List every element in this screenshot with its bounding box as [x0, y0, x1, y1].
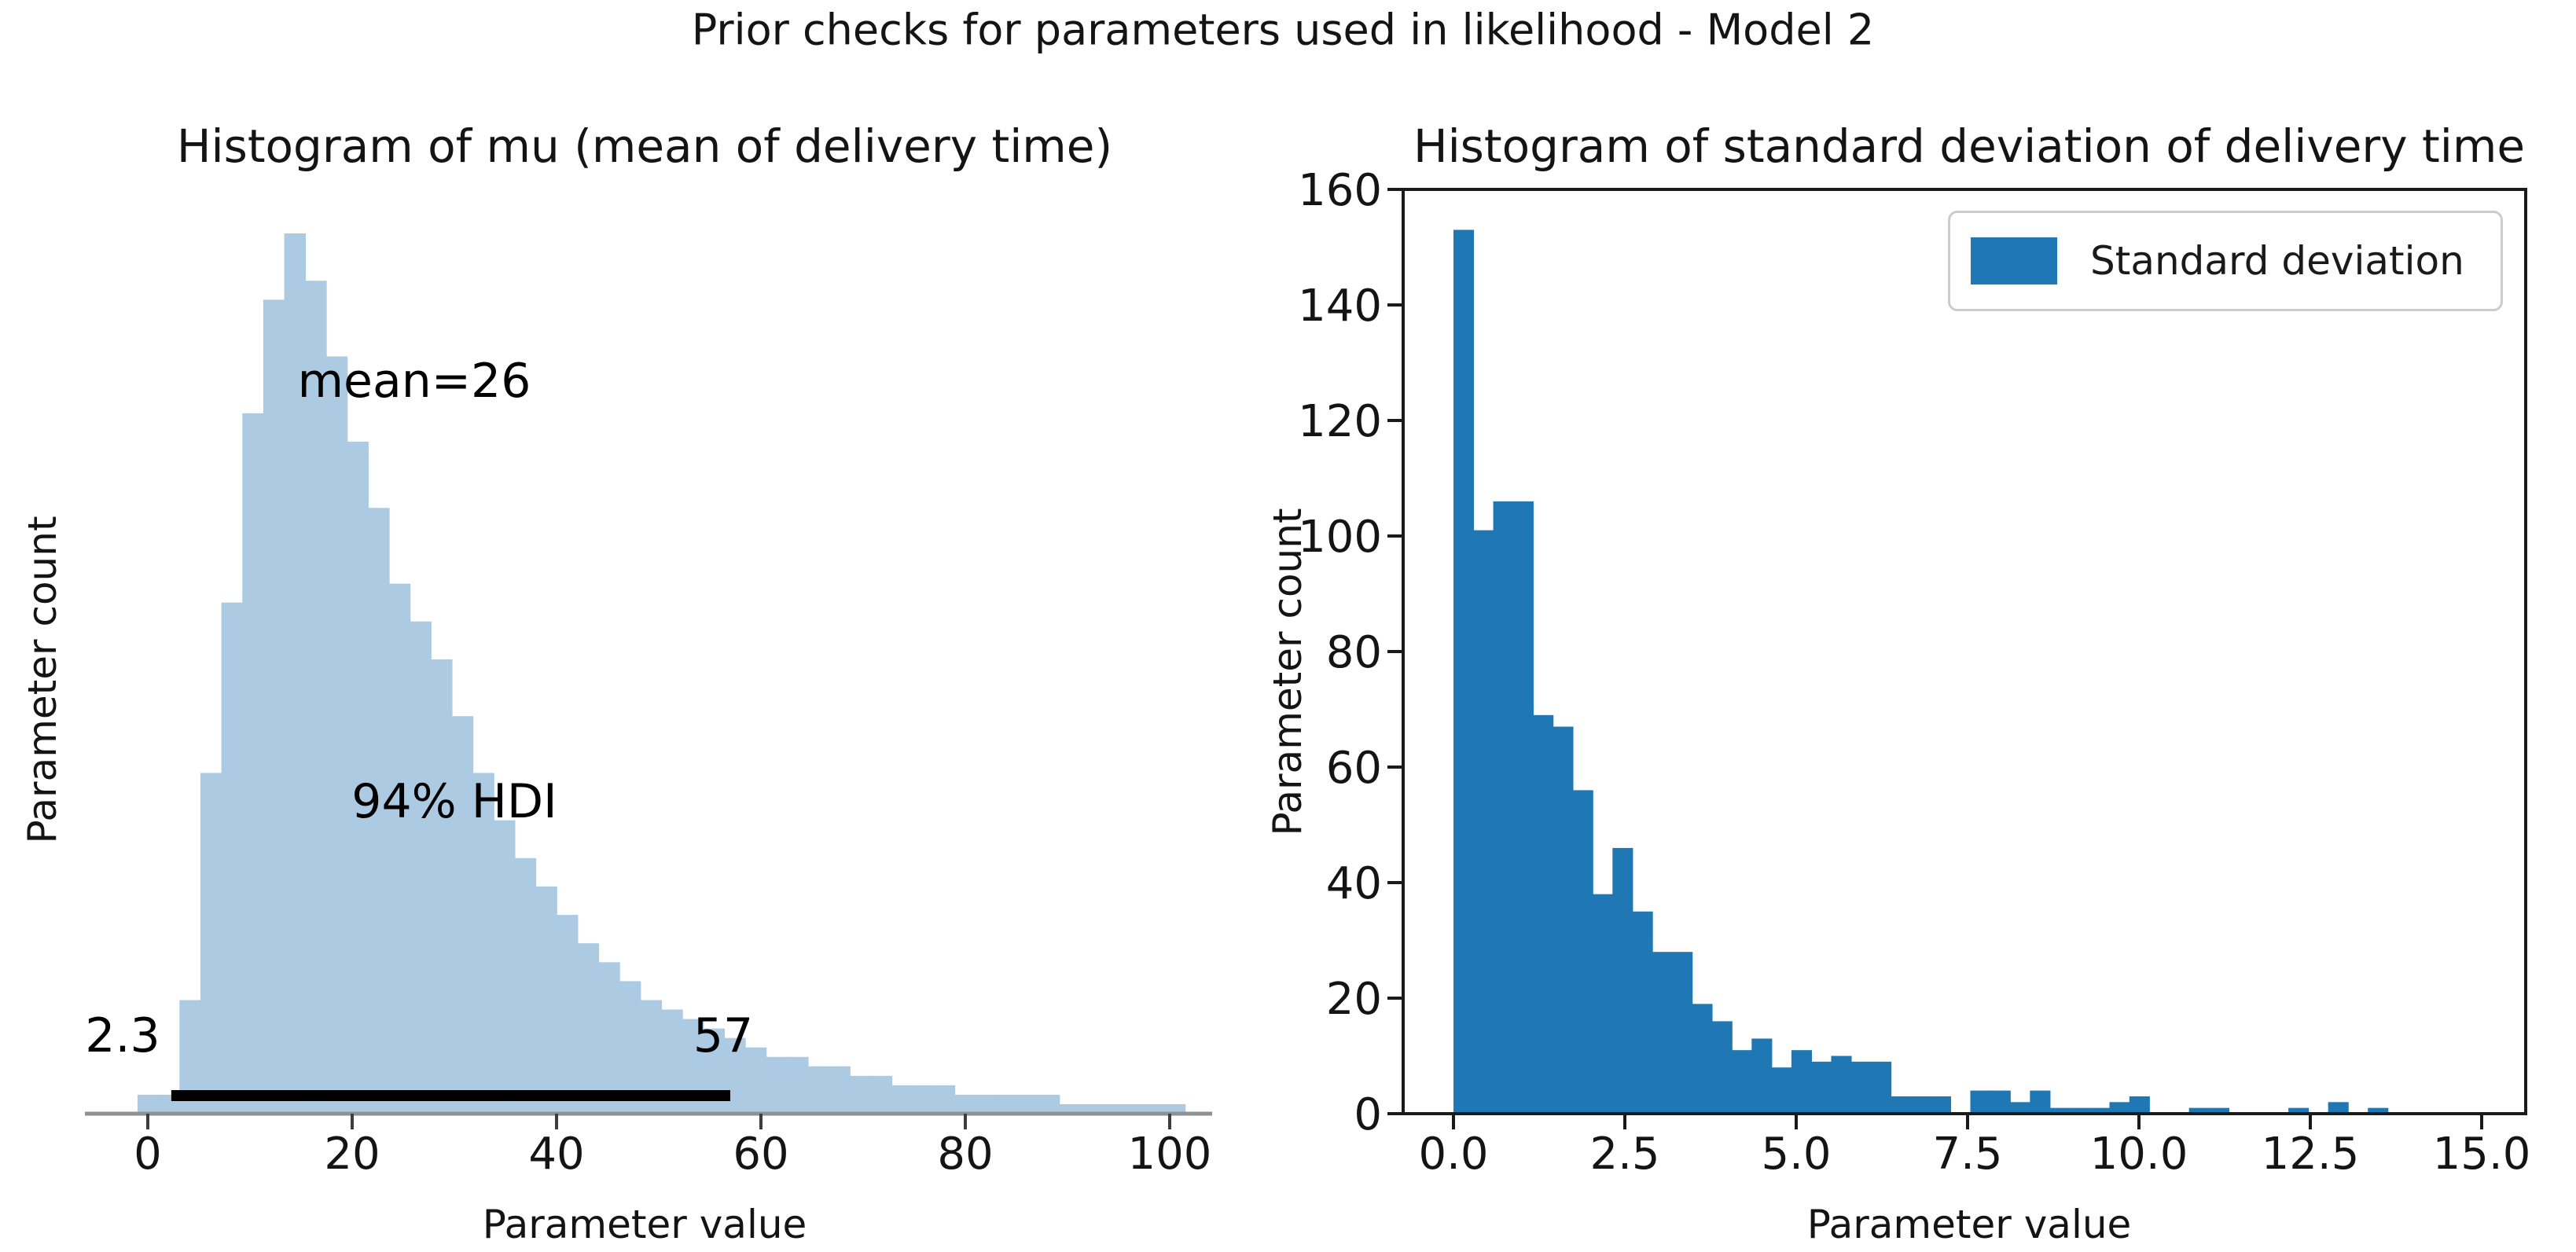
- legend-label: Standard deviation: [2090, 238, 2464, 284]
- right-y-tick-label: 80: [1326, 627, 1382, 678]
- right-x-tick-label: 12.5: [2262, 1129, 2360, 1180]
- right-x-ticks: 0.0 2.5 5.0 7.5 10.0 12.5 15.0: [1418, 1114, 2530, 1180]
- legend-color-swatch: [1971, 237, 2057, 285]
- right-y-tick-label: 120: [1298, 396, 1382, 447]
- right-histogram-bars: [1453, 229, 2389, 1114]
- left-y-axis-label: Parameter count: [20, 516, 65, 844]
- left-x-tick-label: 80: [937, 1129, 993, 1180]
- right-x-tick-label: 7.5: [1932, 1129, 2002, 1180]
- right-y-tick-label: 140: [1298, 281, 1382, 332]
- right-plot-title: Histogram of standard deviation of deliv…: [1413, 119, 2526, 173]
- right-x-tick-label: 2.5: [1589, 1129, 1659, 1180]
- figure-suptitle: Prior checks for parameters used in like…: [691, 5, 1875, 55]
- hdi-low-value: 2.3: [85, 1008, 160, 1063]
- right-x-axis-label: Parameter value: [1806, 1202, 2132, 1247]
- right-x-tick-label: 15.0: [2433, 1129, 2531, 1180]
- right-y-tick-label: 60: [1326, 743, 1382, 794]
- right-y-axis-label: Parameter count: [1265, 508, 1310, 836]
- right-x-tick-label: 10.0: [2090, 1129, 2188, 1180]
- right-y-tick-label: 20: [1326, 974, 1382, 1025]
- right-y-tick-label: 100: [1298, 512, 1382, 563]
- right-y-tick-label: 40: [1326, 858, 1382, 909]
- left-histogram: 0 20 40 60 80 100: [85, 233, 1212, 1180]
- left-x-axis-label: Parameter value: [482, 1202, 807, 1247]
- right-histogram: 0.0 2.5 5.0 7.5 10.0 12.5 15.0 0 20 40 60 80 100 120 1…: [1298, 165, 2530, 1180]
- left-histogram-bars: [138, 233, 1186, 1114]
- right-x-tick-label: 0.0: [1418, 1129, 1488, 1180]
- left-x-tick-label: 40: [528, 1129, 584, 1180]
- right-x-tick-label: 5.0: [1761, 1129, 1831, 1180]
- right-y-ticks: 0 20 40 60 80 100 120 140 160: [1298, 165, 1403, 1140]
- hdi-high-value: 57: [693, 1008, 754, 1063]
- left-plot-title: Histogram of mu (mean of delivery time): [176, 119, 1113, 173]
- left-x-tick-label: 20: [324, 1129, 380, 1180]
- left-x-tick-label: 60: [733, 1129, 788, 1180]
- left-x-ticks: 0 20 40 60 80 100: [134, 1114, 1211, 1180]
- left-x-tick-label: 0: [134, 1129, 162, 1180]
- right-y-tick-label: 0: [1354, 1089, 1382, 1140]
- left-x-tick-label: 100: [1128, 1129, 1212, 1180]
- hdi-annotation: 94% HDI: [351, 774, 557, 829]
- right-y-tick-label: 160: [1298, 165, 1382, 216]
- mean-annotation: mean=26: [297, 354, 531, 409]
- legend: Standard deviation: [1948, 211, 2503, 311]
